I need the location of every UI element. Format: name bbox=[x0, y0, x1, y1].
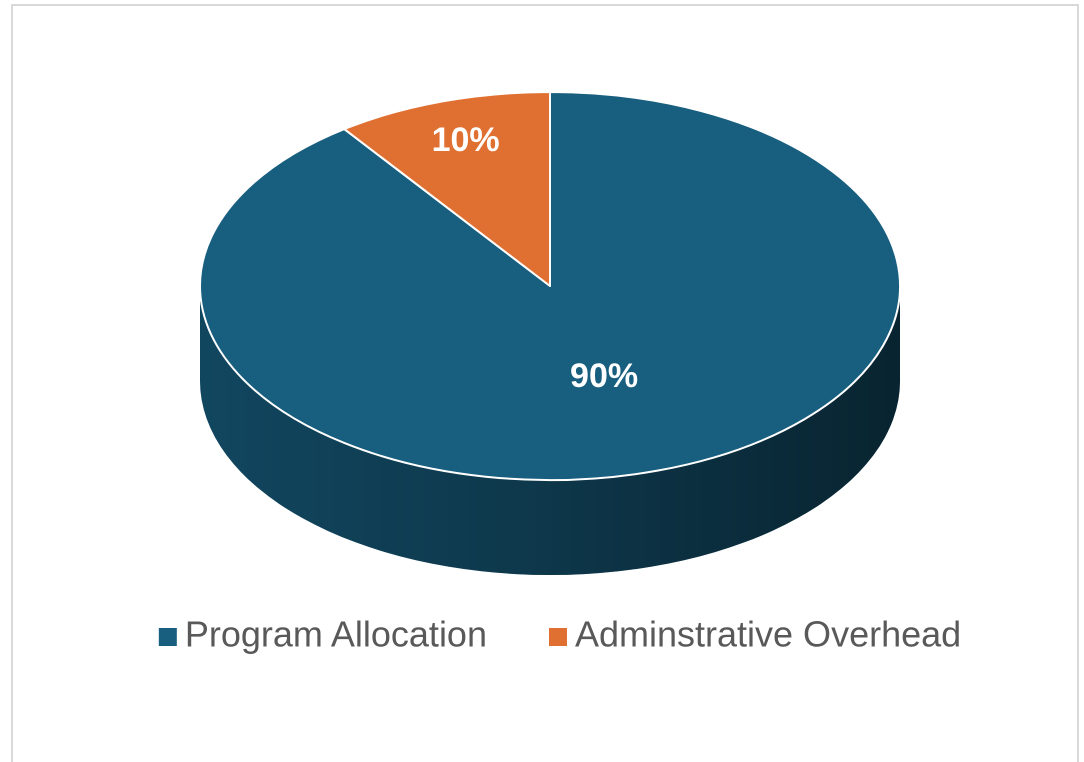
side-shade bbox=[200, 286, 900, 575]
data-label: 90% bbox=[570, 357, 638, 395]
pie-slice bbox=[343, 91, 551, 287]
legend-swatch bbox=[548, 628, 567, 646]
legend: Program Allocation Adminstrative Overhead bbox=[158, 614, 961, 655]
legend-label: Program Allocation bbox=[185, 614, 487, 655]
data-label: 10% bbox=[432, 121, 500, 159]
legend-swatch bbox=[158, 628, 177, 646]
pie-slice bbox=[199, 91, 901, 481]
legend-label: Adminstrative Overhead bbox=[575, 614, 961, 655]
